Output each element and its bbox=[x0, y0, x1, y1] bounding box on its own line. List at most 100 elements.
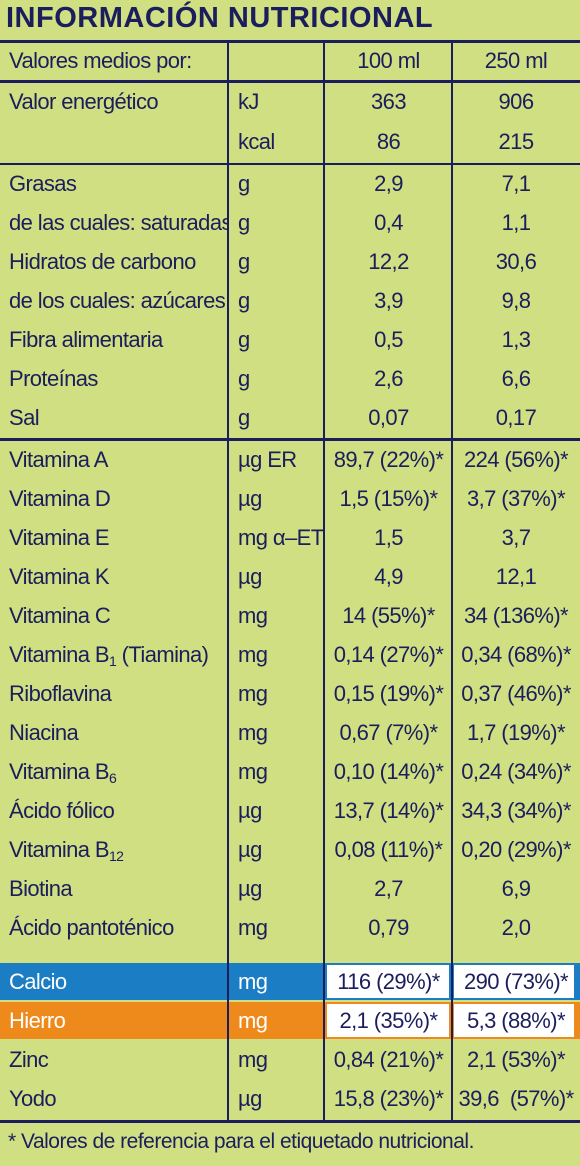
nutrient-unit: g bbox=[238, 210, 250, 235]
value-250ml: 0,37 (46%)* bbox=[461, 681, 571, 706]
value-250ml: 6,6 bbox=[501, 366, 531, 391]
table-row: Vitamina E mg α–ET 1,5 3,7 bbox=[0, 519, 580, 557]
value-100ml: 14 (55%)* bbox=[342, 603, 435, 628]
value-100ml: 0,5 bbox=[374, 327, 403, 352]
value-250ml: 1,1 bbox=[501, 210, 531, 235]
nutrient-unit: g bbox=[238, 249, 250, 274]
section-divider bbox=[0, 438, 580, 441]
nutrient-name: Yodo bbox=[9, 1086, 57, 1111]
value-250ml: 1,7 (19%)* bbox=[467, 720, 566, 745]
table-row: Vitamina D µg 1,5 (15%)* 3,7 (37%)* bbox=[0, 480, 580, 518]
nutrient-unit: g bbox=[238, 366, 250, 391]
nutrient-name: Hidratos de carbono bbox=[9, 249, 196, 274]
header-label: Valores medios por: bbox=[9, 48, 192, 73]
nutrient-unit: mg α–ET bbox=[238, 525, 324, 550]
nutrient-unit: mg bbox=[238, 1008, 268, 1033]
table-row: Grasas g 2,9 7,1 bbox=[0, 165, 580, 203]
table-row: Vitamina B12 µg 0,08 (11%)* 0,20 (29%)* bbox=[0, 831, 580, 869]
nutrient-unit: µg bbox=[238, 876, 262, 901]
value-250ml: 224 (56%)* bbox=[463, 447, 569, 472]
nutrient-name: Vitamina B6 bbox=[9, 758, 117, 786]
value-250ml: 215 bbox=[498, 129, 535, 154]
nutrient-name: Vitamina K bbox=[9, 564, 110, 589]
nutrient-unit: mg bbox=[238, 915, 268, 940]
nutrient-name: Vitamina D bbox=[9, 486, 111, 511]
col-divider-2 bbox=[323, 40, 325, 1123]
footnote: * Valores de referencia para el etiqueta… bbox=[8, 1130, 474, 1153]
nutrient-unit: mg bbox=[238, 681, 268, 706]
value-100ml: 86 bbox=[376, 129, 401, 154]
table-row: Vitamina B1 (Tiamina) mg 0,14 (27%)* 0,34 (… bbox=[0, 636, 580, 674]
table-row: Vitamina B6 mg 0,10 (14%)* 0,24 (34%)* bbox=[0, 753, 580, 791]
value-100ml: 89,7 (22%)* bbox=[333, 447, 444, 472]
energy-divider bbox=[0, 163, 580, 165]
value-100ml: 0,10 (14%)* bbox=[333, 759, 444, 784]
table-row: Vitamina C mg 14 (55%)* 34 (136%)* bbox=[0, 597, 580, 635]
value-250ml: 0,34 (68%)* bbox=[461, 642, 571, 667]
value-100ml: 0,08 (11%)* bbox=[334, 837, 444, 862]
header-100ml: 100 ml bbox=[357, 48, 420, 73]
table-row: Vitamina K µg 4,9 12,1 bbox=[0, 558, 580, 596]
value-100ml: 2,7 bbox=[374, 876, 403, 901]
header-divider bbox=[0, 80, 580, 83]
value-250ml: 3,7 (37%)* bbox=[467, 486, 566, 511]
value-100ml: 15,8 (23%)* bbox=[333, 1086, 444, 1111]
value-250ml: 0,20 (29%)* bbox=[461, 837, 571, 862]
nutrient-name: Hierro bbox=[9, 1008, 66, 1033]
table-row: Vitamina A µg ER 89,7 (22%)* 224 (56%)* bbox=[0, 441, 580, 479]
table-row: Fibra alimentaria g 0,5 1,3 bbox=[0, 321, 580, 359]
nutrient-unit: g bbox=[238, 327, 250, 352]
table-row: Hidratos de carbono g 12,2 30,6 bbox=[0, 243, 580, 281]
nutrient-unit: µg bbox=[238, 564, 262, 589]
value-100ml: 1,5 (15%)* bbox=[339, 486, 439, 511]
top-border bbox=[0, 40, 580, 43]
nutrient-name: Vitamina A bbox=[9, 447, 108, 472]
calcio-band bbox=[0, 963, 580, 1000]
nutrient-unit: g bbox=[238, 405, 250, 430]
table-row: Calcio mg 116 (29%)* 290 (73%)* bbox=[0, 963, 580, 1001]
value-100ml: 0,79 bbox=[368, 915, 409, 940]
subscript: 1 bbox=[108, 652, 117, 669]
nutrient-name: Vitamina C bbox=[9, 603, 111, 628]
nutrient-name: Vitamina B12 bbox=[9, 836, 124, 864]
subscript: 6 bbox=[108, 769, 117, 786]
value-250ml: 2,1 (53%)* bbox=[467, 1047, 566, 1072]
nutrient-unit: g bbox=[238, 288, 250, 313]
value-250ml: 7,1 bbox=[501, 171, 531, 196]
value-100ml: 4,9 bbox=[374, 564, 403, 589]
nutrient-name: Sal bbox=[9, 405, 40, 430]
value-250ml: 30,6 bbox=[495, 249, 537, 274]
value-250ml: 39,6 (57%)* bbox=[458, 1086, 574, 1111]
nutrient-name: Vitamina E bbox=[9, 525, 110, 550]
nutrient-name: Riboflavina bbox=[9, 681, 112, 706]
value-250ml: 906 bbox=[498, 89, 535, 114]
table-row: de los cuales: azúcares g 3,9 9,8 bbox=[0, 282, 580, 320]
subscript: 12 bbox=[108, 847, 124, 864]
nutrient-unit: mg bbox=[238, 642, 268, 667]
nutrient-unit: µg bbox=[238, 486, 262, 511]
value-250ml: 34,3 (34%)* bbox=[461, 798, 571, 823]
value-250ml: 1,3 bbox=[501, 327, 531, 352]
value-100ml: 116 (29%)* bbox=[337, 969, 440, 994]
value-100ml: 0,4 bbox=[374, 210, 403, 235]
table-row: Niacina mg 0,67 (7%)* 1,7 (19%)* bbox=[0, 714, 580, 752]
nutrient-name: Calcio bbox=[9, 969, 67, 994]
table-row: Valor energético kJ 363 906 bbox=[0, 83, 580, 121]
value-100ml: 2,1 (35%)* bbox=[339, 1008, 439, 1033]
table-row: de las cuales: saturadas g 0,4 1,1 bbox=[0, 204, 580, 242]
table-row: Riboflavina mg 0,15 (19%)* 0,37 (46%)* bbox=[0, 675, 580, 713]
nutrient-name: Proteínas bbox=[9, 366, 98, 391]
value-250ml: 6,9 bbox=[501, 876, 531, 901]
value-100ml: 0,14 (27%)* bbox=[333, 642, 444, 667]
nutrient-unit: g bbox=[238, 171, 250, 196]
hierro-band bbox=[0, 1002, 580, 1039]
nutrient-name: Zinc bbox=[9, 1047, 49, 1072]
nutrient-unit: µg bbox=[238, 798, 262, 823]
value-100ml: 12,2 bbox=[368, 249, 409, 274]
value-250ml: 34 (136%)* bbox=[463, 603, 569, 628]
nutrient-unit: kcal bbox=[238, 129, 275, 154]
value-250ml: 2,0 bbox=[501, 915, 531, 940]
nutrient-unit: µg bbox=[238, 837, 262, 862]
value-250ml: 9,8 bbox=[501, 288, 531, 313]
nutrient-name: de los cuales: azúcares bbox=[9, 288, 226, 313]
